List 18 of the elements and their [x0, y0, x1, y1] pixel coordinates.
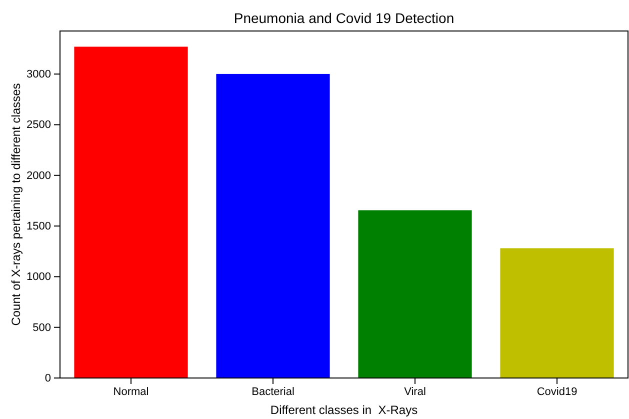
bar	[358, 210, 472, 378]
y-tick-label: 2500	[26, 119, 51, 132]
x-tick-label: Normal	[113, 386, 149, 398]
x-tick-label: Bacterial	[252, 386, 294, 398]
bar	[500, 248, 614, 378]
x-tick-label: Viral	[404, 386, 426, 398]
chart-title: Pneumonia and Covid 19 Detection	[234, 10, 454, 26]
y-tick-label: 1500	[26, 220, 51, 233]
x-tick-label: Covid19	[536, 386, 578, 398]
y-tick-label: 2000	[26, 170, 51, 182]
bar	[216, 74, 330, 378]
y-tick-label: 500	[32, 322, 51, 334]
x-axis-title: Different classes in X-Rays	[270, 403, 418, 417]
y-tick-label: 3000	[26, 68, 51, 81]
y-axis-title: Count of X-rays pertaining to different classes	[9, 83, 23, 326]
y-tick-label: 1000	[26, 271, 51, 284]
bar	[74, 46, 188, 378]
y-tick-label: 0	[44, 372, 51, 385]
